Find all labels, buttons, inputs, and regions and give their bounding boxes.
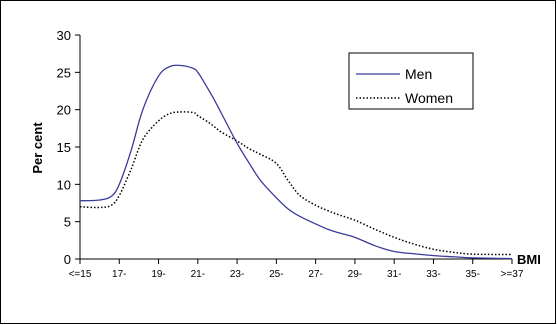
x-tick-label: <=15 bbox=[69, 269, 92, 280]
y-tick-label: 10 bbox=[57, 177, 71, 192]
x-tick-label: 21- bbox=[191, 269, 205, 280]
y-axis-label: Per cent bbox=[30, 122, 45, 174]
series-lines bbox=[79, 64, 513, 260]
y-tick-label: 15 bbox=[57, 140, 71, 155]
legend: Men Women bbox=[348, 52, 474, 110]
x-tick-label: 17- bbox=[112, 269, 126, 280]
legend-label-men: Men bbox=[405, 66, 432, 82]
x-tick-label: 23- bbox=[230, 269, 244, 280]
legend-label-women: Women bbox=[405, 90, 453, 106]
y-tick-label: 25 bbox=[57, 65, 71, 80]
series-line-women bbox=[79, 111, 513, 256]
x-tick-label: 27- bbox=[308, 269, 322, 280]
y-tick-label: 30 bbox=[57, 28, 71, 43]
x-tick-label: 19- bbox=[151, 269, 165, 280]
x-tick-label: 31- bbox=[387, 269, 401, 280]
x-tick-label: 29- bbox=[348, 269, 362, 280]
y-tick-label: 0 bbox=[64, 252, 71, 267]
x-tick-label: 33- bbox=[426, 269, 440, 280]
x-tick-label: 35- bbox=[466, 269, 480, 280]
series-line-men bbox=[79, 64, 513, 260]
x-axis-label: BMI bbox=[517, 252, 541, 267]
x-tick-label: 25- bbox=[269, 269, 283, 280]
legend-box bbox=[348, 52, 474, 110]
y-tick-label: 5 bbox=[64, 215, 71, 230]
axes: 0 5 10 15 20 25 30 <=15 17- 19- 21- 23- 25- 27- 29- 31-… bbox=[57, 28, 524, 280]
y-tick-label: 20 bbox=[57, 103, 71, 118]
x-tick-label: >=37 bbox=[501, 269, 524, 280]
